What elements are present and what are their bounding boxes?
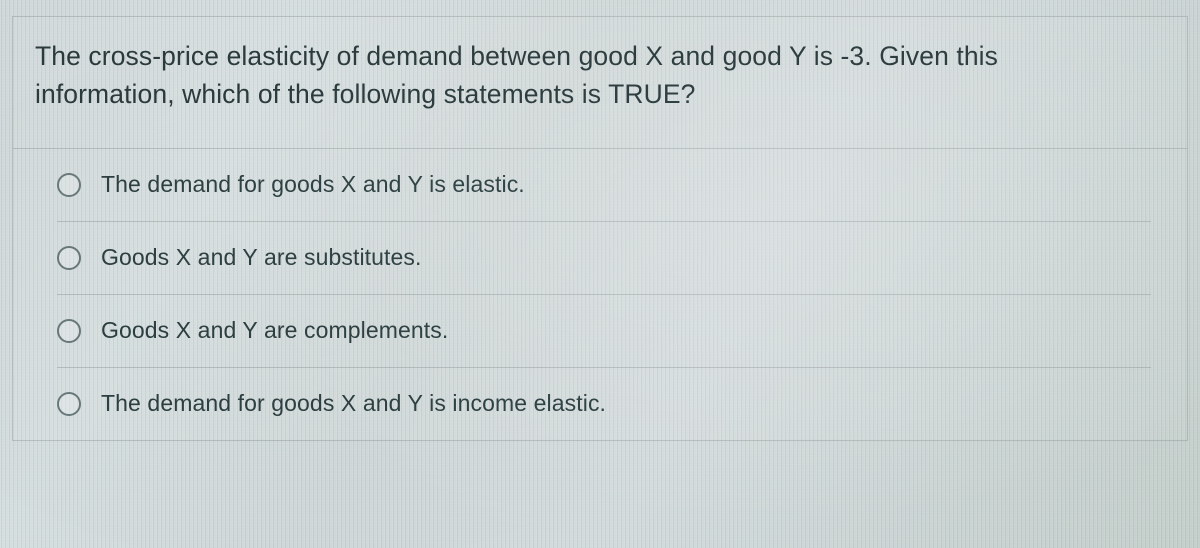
radio-icon[interactable] (57, 392, 81, 416)
option-row-3[interactable]: Goods X and Y are complements. (57, 295, 1151, 368)
question-prompt-area: The cross-price elasticity of demand bet… (13, 17, 1187, 149)
question-card: The cross-price elasticity of demand bet… (12, 16, 1188, 441)
radio-icon[interactable] (57, 173, 81, 197)
prompt-line-1: The cross-price elasticity of demand bet… (35, 41, 998, 71)
radio-icon[interactable] (57, 319, 81, 343)
option-label: Goods X and Y are complements. (101, 317, 448, 344)
option-label: The demand for goods X and Y is income e… (101, 390, 606, 417)
option-label: Goods X and Y are substitutes. (101, 244, 422, 271)
radio-icon[interactable] (57, 246, 81, 270)
prompt-line-2: information, which of the following stat… (35, 79, 695, 109)
option-row-2[interactable]: Goods X and Y are substitutes. (57, 222, 1151, 295)
option-row-1[interactable]: The demand for goods X and Y is elastic. (57, 149, 1151, 222)
option-label: The demand for goods X and Y is elastic. (101, 171, 525, 198)
options-list: The demand for goods X and Y is elastic.… (13, 149, 1187, 440)
option-row-4[interactable]: The demand for goods X and Y is income e… (57, 368, 1151, 440)
question-prompt: The cross-price elasticity of demand bet… (35, 37, 1165, 114)
